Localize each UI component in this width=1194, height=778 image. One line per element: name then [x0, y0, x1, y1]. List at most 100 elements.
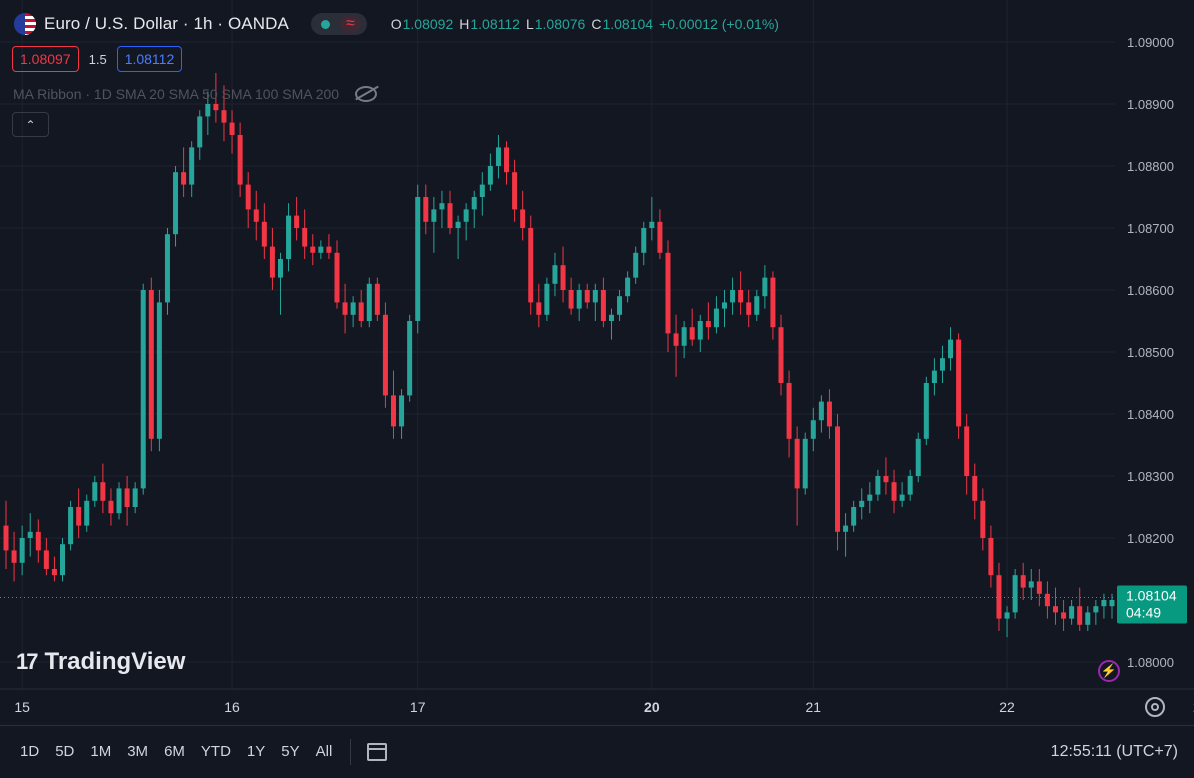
candle — [51, 556, 57, 582]
candle-body — [568, 290, 574, 309]
candle — [617, 290, 623, 321]
candle — [124, 476, 130, 526]
candle — [310, 234, 316, 266]
high-value: 1.08112 — [470, 16, 520, 32]
candle — [237, 122, 243, 197]
candle-body — [899, 494, 905, 501]
candle — [423, 184, 429, 235]
price-tick-label: 1.08300 — [1127, 469, 1174, 484]
range-button-3m[interactable]: 3M — [127, 743, 149, 760]
candle-body — [439, 203, 445, 210]
candle-body — [310, 246, 316, 253]
candle — [802, 432, 808, 495]
price-axis[interactable] — [1115, 0, 1194, 689]
candle-body — [705, 321, 711, 328]
candle-body — [641, 228, 647, 253]
range-button-all[interactable]: All — [315, 743, 333, 760]
candle-body — [972, 476, 978, 501]
candle-body — [923, 383, 929, 439]
candle — [625, 271, 631, 303]
candle-body — [391, 395, 397, 427]
candle-body — [455, 221, 461, 228]
candle-body — [229, 122, 235, 135]
candle — [964, 414, 970, 495]
candle — [318, 240, 324, 259]
candle — [705, 302, 711, 340]
candle-body — [318, 246, 324, 253]
candle — [948, 327, 954, 371]
candle-body — [1077, 606, 1083, 625]
range-button-1y[interactable]: 1Y — [246, 743, 266, 760]
tradingview-logo-icon: 17 — [16, 649, 39, 674]
candle-body — [1093, 606, 1099, 613]
candle-body — [633, 252, 639, 278]
utc-clock[interactable]: 12:55:11 (UTC+7) — [1050, 743, 1178, 760]
candle — [407, 314, 413, 402]
sell-button[interactable]: 1.08097 — [12, 46, 79, 72]
candle — [721, 290, 727, 328]
spread-value: 1.5 — [88, 51, 107, 67]
candle — [520, 190, 526, 241]
candle — [253, 190, 259, 241]
candle — [100, 463, 106, 514]
candle — [261, 203, 267, 259]
time-tick-label: 15 — [14, 699, 30, 715]
candle-body — [657, 221, 663, 253]
range-button-1m[interactable]: 1M — [90, 743, 112, 760]
candle — [164, 228, 170, 315]
buy-button[interactable]: 1.08112 — [116, 46, 183, 72]
candle — [980, 488, 986, 551]
indicator-label: MA Ribbon · 1D SMA 20 SMA 50 SMA 100 SMA… — [13, 86, 340, 102]
candle-body — [520, 209, 526, 228]
candle — [843, 513, 849, 557]
candle-body — [447, 203, 453, 228]
calendar-goto-icon[interactable] — [367, 742, 388, 761]
candle — [1044, 581, 1050, 619]
candle-body — [221, 110, 227, 123]
candle — [544, 277, 550, 321]
candle-body — [762, 277, 768, 297]
candle — [19, 525, 25, 576]
candle — [374, 277, 380, 321]
candle — [1052, 587, 1058, 625]
candle — [487, 153, 493, 191]
candle — [1012, 569, 1018, 619]
time-tick-label: 17 — [410, 699, 426, 715]
range-button-ytd[interactable]: YTD — [200, 743, 231, 760]
range-button-1d[interactable]: 1D — [20, 743, 40, 760]
range-button-5y[interactable]: 5Y — [281, 743, 300, 760]
price-tick-label: 1.08200 — [1127, 531, 1174, 546]
candle-body — [253, 209, 259, 222]
candle — [867, 482, 873, 514]
candle-body — [213, 104, 219, 111]
candle-body — [286, 215, 292, 259]
symbol-title[interactable]: Euro / U.S. Dollar · 1h · OANDA — [44, 14, 289, 33]
price-chart[interactable]: 1.09000 1.08900 1.08800 1.08700 1.08600 1.085… — [0, 0, 1194, 725]
candle-body — [600, 290, 606, 321]
candle-body — [181, 172, 187, 185]
candle-body — [156, 302, 162, 439]
range-button-6m[interactable]: 6M — [164, 743, 185, 760]
candle-body — [148, 290, 154, 439]
candle — [818, 395, 824, 433]
candle — [302, 209, 308, 259]
candle-body — [3, 525, 9, 551]
settings-gear-icon[interactable] — [1145, 697, 1165, 717]
eye-hidden-icon[interactable] — [355, 86, 378, 102]
candle — [641, 221, 647, 266]
candle-body — [60, 544, 66, 576]
candle — [592, 283, 598, 321]
candle — [326, 234, 332, 259]
candle-body — [794, 438, 800, 489]
candle — [1085, 606, 1091, 631]
lightning-icon[interactable]: ⚡ — [1098, 660, 1120, 682]
range-button-5d[interactable]: 5D — [55, 743, 75, 760]
indicator-legend[interactable]: MA Ribbon · 1D SMA 20 SMA 50 SMA 100 SMA… — [13, 86, 378, 102]
tradingview-logo[interactable]: 17 TradingView — [16, 648, 185, 676]
candle — [972, 463, 978, 520]
collapse-legend-button[interactable]: ⌃ — [12, 112, 49, 137]
candle-body — [851, 507, 857, 526]
candle — [269, 228, 275, 290]
candle — [633, 246, 639, 284]
market-status-pill[interactable]: ≈ — [310, 13, 367, 35]
